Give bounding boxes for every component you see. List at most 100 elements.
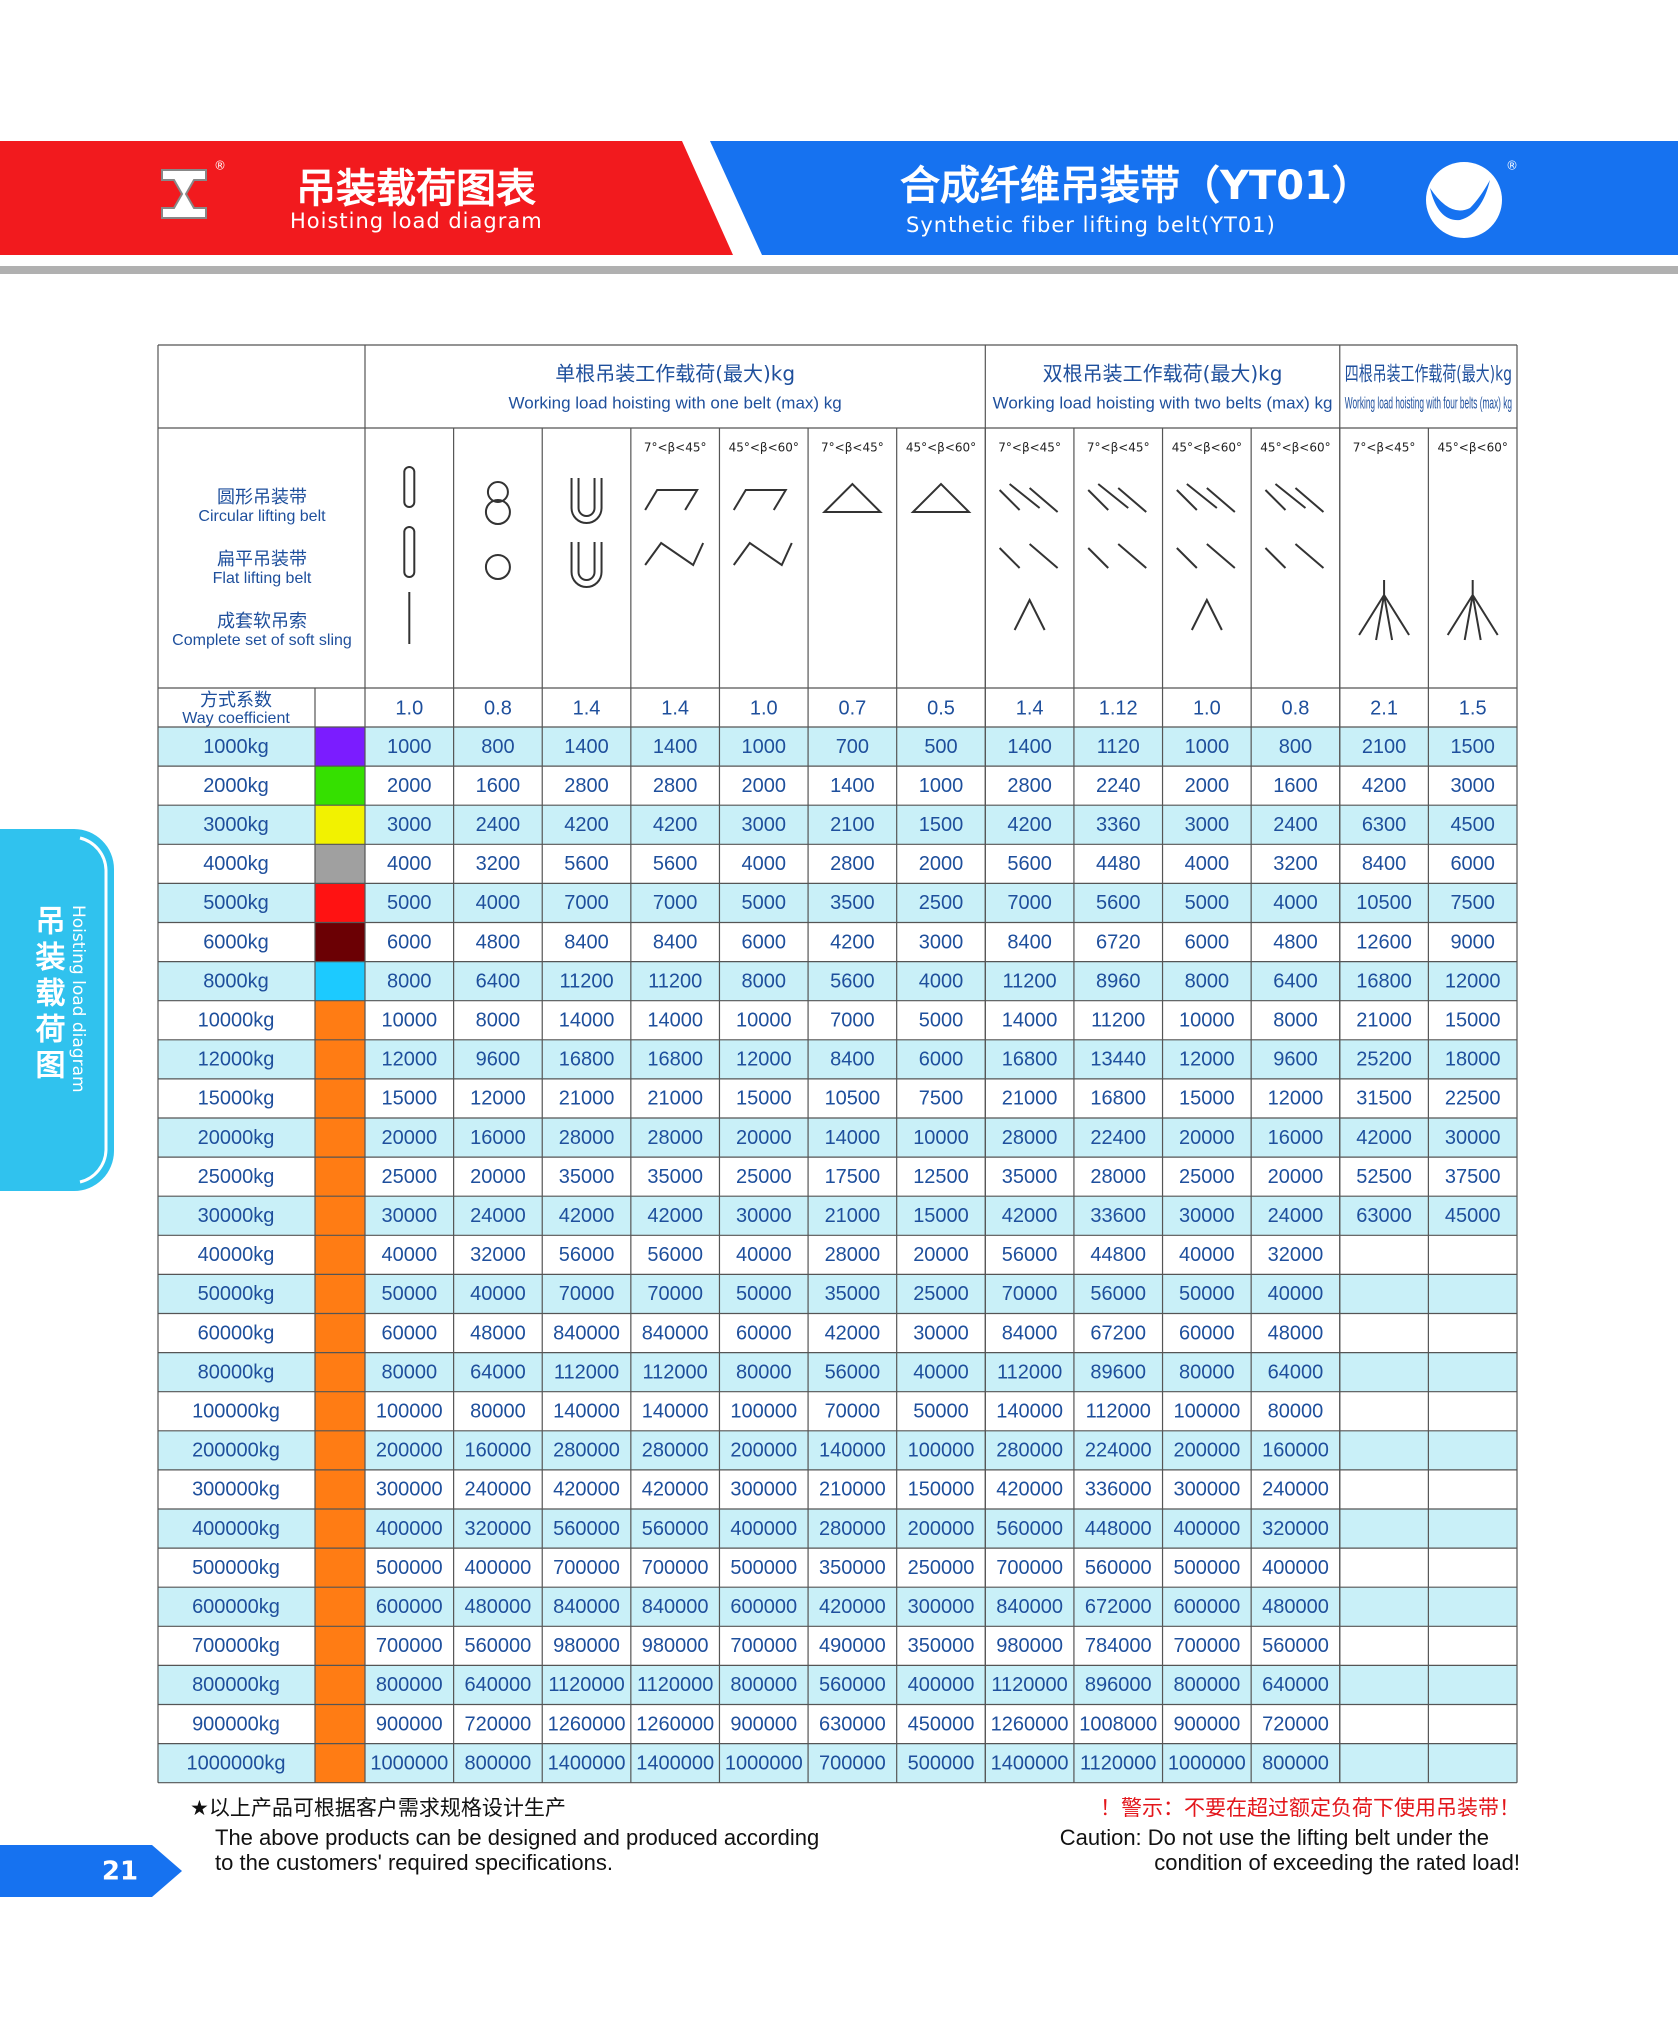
cell-value: 6400 (1273, 970, 1318, 992)
cell-value: 2800 (653, 775, 698, 797)
side-tab (0, 829, 114, 1191)
cell-value: 1400 (1007, 736, 1052, 758)
row-band (158, 1665, 1517, 1705)
cell-value: 896000 (1085, 1674, 1152, 1696)
cell-value: 42000 (1356, 1127, 1412, 1149)
row-label: 60000kg (198, 1322, 275, 1344)
cell-value: 840000 (642, 1596, 709, 1618)
cell-value: 4000 (476, 892, 521, 914)
cell-value: 320000 (465, 1518, 532, 1540)
angle-label: 7°<β<45° (821, 441, 884, 455)
angle-label: 45°<β<60° (729, 441, 799, 455)
row-band (158, 1274, 1517, 1314)
cell-value: 1000 (387, 736, 432, 758)
cell-value: 200000 (730, 1440, 797, 1462)
cell-value: 16000 (1268, 1127, 1324, 1149)
cell-value: 9000 (1450, 931, 1495, 953)
sling-icon (821, 482, 883, 513)
cell-value: 25000 (913, 1283, 969, 1305)
cell-value: 112000 (554, 1361, 619, 1383)
cell-value: 12000 (1268, 1088, 1324, 1110)
coefficient: 0.8 (1282, 697, 1310, 719)
cell-value: 112000 (643, 1361, 708, 1383)
cell-value: 2400 (476, 814, 521, 836)
cell-value: 500000 (376, 1557, 443, 1579)
cell-value: 12000 (381, 1049, 437, 1071)
cell-value: 840000 (642, 1322, 709, 1344)
cell-value: 150000 (908, 1479, 975, 1501)
cell-value: 12600 (1356, 931, 1412, 953)
cell-value: 700000 (376, 1635, 443, 1657)
side-tab-subtitle: Hoisting load diagram (68, 905, 88, 1093)
cell-value: 7000 (830, 1010, 875, 1032)
cell-value: 1400000 (548, 1752, 626, 1774)
right-title: 合成纤维吊装带（YT01） (900, 163, 1372, 209)
cell-value: 35000 (559, 1166, 615, 1188)
cell-value: 3000 (1450, 775, 1495, 797)
row-band (158, 805, 1517, 845)
cell-value: 4800 (476, 931, 521, 953)
cell-value: 2240 (1096, 775, 1141, 797)
row-band (158, 766, 1517, 806)
cell-value: 8000 (1273, 1010, 1318, 1032)
cell-value: 56000 (1090, 1283, 1146, 1305)
cell-value: 30000 (381, 1205, 437, 1227)
cell-value: 7000 (653, 892, 698, 914)
caution-en: Caution: Do not use the lifting belt und… (1060, 1825, 1489, 1850)
cell-value: 1260000 (991, 1713, 1069, 1735)
cell-value: 37500 (1445, 1166, 1501, 1188)
angle-label: 7°<β<45° (644, 441, 707, 455)
icon-shape (1446, 580, 1499, 641)
right-logo (1426, 162, 1502, 238)
cell-value: 25000 (736, 1166, 792, 1188)
cell-value: 700000 (553, 1557, 620, 1579)
cell-value: 8960 (1096, 970, 1141, 992)
cell-value: 64000 (1268, 1361, 1324, 1383)
cell-value: 1000 (1185, 736, 1230, 758)
cell-value: 42000 (647, 1205, 703, 1227)
cell-value: 448000 (1085, 1518, 1152, 1540)
row-band (158, 727, 1517, 767)
cell-value: 240000 (465, 1479, 532, 1501)
cell-value: 42000 (559, 1205, 615, 1227)
belt-type-en: Complete set of soft sling (172, 632, 352, 649)
sling-icon (1358, 580, 1410, 641)
cell-value: 9600 (476, 1049, 521, 1071)
side-tab-title: 吊装载荷图 (30, 905, 66, 1085)
load-table: 单根吊装工作载荷(最大)kg Working load hoisting with… (157, 344, 1518, 1784)
row-label: 10000kg (198, 1010, 275, 1032)
cell-value: 35000 (647, 1166, 703, 1188)
row-label: 4000kg (203, 853, 269, 875)
row-label: 300000kg (192, 1479, 280, 1501)
registered-mark: ® (1506, 159, 1518, 173)
cell-value: 80000 (470, 1401, 526, 1423)
sling-icon (1264, 483, 1325, 569)
cell-value: 25000 (381, 1166, 437, 1188)
color-swatch (315, 1548, 365, 1588)
row-label: 40000kg (198, 1244, 275, 1266)
cell-value: 4000 (1273, 892, 1318, 914)
row-band (158, 1548, 1517, 1588)
cell-value: 4000 (1185, 853, 1230, 875)
cell-value: 25000 (1179, 1166, 1235, 1188)
cell-value: 3200 (476, 853, 521, 875)
coefficient: 0.5 (927, 697, 955, 719)
cell-value: 1120 (1097, 736, 1140, 758)
cell-value: 70000 (1002, 1283, 1058, 1305)
angle-label: 45°<β<60° (1172, 441, 1242, 455)
color-swatch (315, 1274, 365, 1314)
row-band (158, 1587, 1517, 1627)
group-title: 四根吊装工作载荷(最大)kg (1345, 362, 1512, 386)
cell-value: 8000 (742, 970, 787, 992)
left-subtitle: Hoisting load diagram (290, 209, 543, 233)
row-band (158, 1743, 1517, 1783)
row-label: 2000kg (203, 775, 269, 797)
cell-value: 56000 (1002, 1244, 1058, 1266)
cell-value: 5600 (1096, 892, 1141, 914)
cell-value: 14000 (559, 1010, 615, 1032)
color-swatch (315, 922, 365, 962)
cell-value: 6000 (1185, 931, 1230, 953)
row-band (158, 1157, 1517, 1197)
cell-value: 280000 (642, 1440, 709, 1462)
cell-value: 28000 (647, 1127, 703, 1149)
